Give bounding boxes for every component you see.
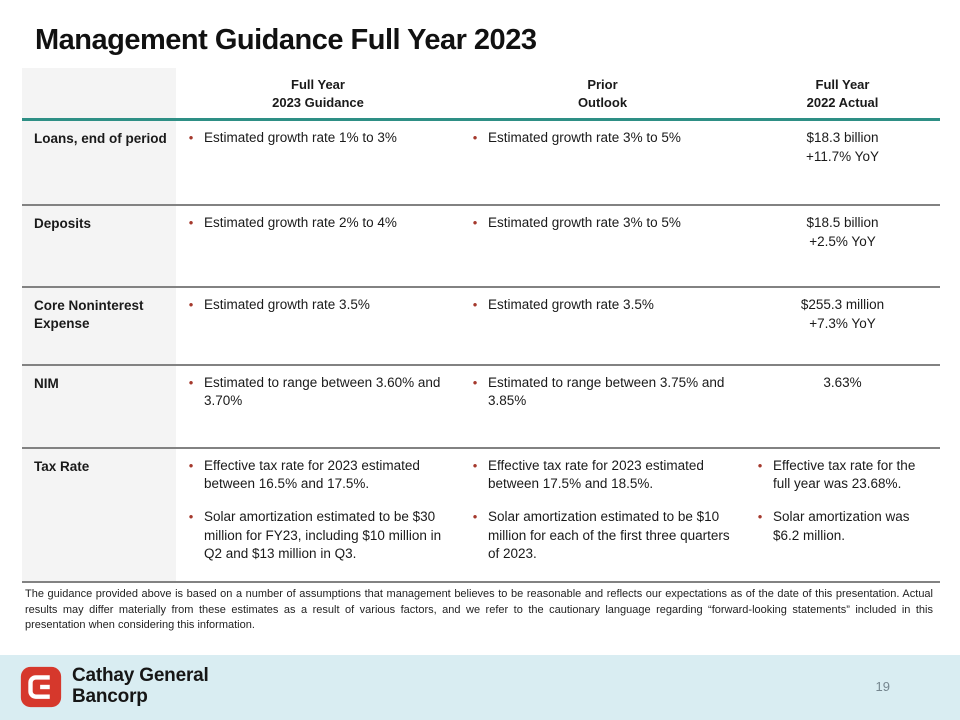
- bullet-text: Solar amortization estimated to be $30 m…: [204, 509, 442, 561]
- actual-cell: • Effective tax rate for the full year w…: [745, 449, 940, 581]
- bullet-item: • Solar amortization estimated to be $30…: [178, 508, 450, 563]
- bullet-item: • Estimated growth rate 3% to 5%: [462, 214, 735, 232]
- bullet-icon: •: [188, 509, 194, 525]
- bullet-text: Estimated growth rate 3% to 5%: [488, 215, 681, 230]
- bullet-item: • Effective tax rate for 2023 estimated …: [462, 457, 735, 493]
- bullet-text: Estimated growth rate 3.5%: [488, 297, 654, 312]
- bullet-item: • Estimated growth rate 1% to 3%: [178, 129, 450, 147]
- table-row-tax-rate: Tax Rate • Effective tax rate for 2023 e…: [22, 449, 940, 583]
- bullet-item: • Estimated growth rate 3.5%: [462, 296, 735, 314]
- page-title: Management Guidance Full Year 2023: [35, 24, 537, 56]
- table-row-loans: Loans, end of period • Estimated growth …: [22, 121, 940, 206]
- bullet-item: • Estimated growth rate 2% to 4%: [178, 214, 450, 232]
- bullet-text: Solar amortization was $6.2 million.: [773, 509, 910, 543]
- bullet-icon: •: [472, 130, 478, 145]
- bullet-text: Estimated growth rate 3.5%: [204, 297, 370, 312]
- bullet-icon: •: [472, 215, 478, 230]
- bullet-icon: •: [188, 375, 194, 390]
- header-empty-cell: [22, 68, 176, 118]
- bullet-text: Effective tax rate for the full year was…: [773, 458, 916, 492]
- table-row-nim: NIM • Estimated to range between 3.60% a…: [22, 366, 940, 449]
- guidance-cell: • Estimated to range between 3.60% and 3…: [176, 366, 460, 447]
- company-name: Cathay General Bancorp: [72, 665, 209, 707]
- prior-cell: • Estimated to range between 3.75% and 3…: [460, 366, 745, 447]
- bullet-item: • Effective tax rate for 2023 estimated …: [178, 457, 450, 493]
- column-header-2023-guidance: Full Year 2023 Guidance: [272, 77, 364, 110]
- bullet-icon: •: [472, 375, 478, 390]
- bullet-text: Estimated growth rate 3% to 5%: [488, 130, 681, 145]
- guidance-table: Full Year 2023 Guidance Prior Outlook Fu…: [22, 68, 940, 583]
- bullet-item: • Solar amortization was $6.2 million.: [747, 508, 930, 544]
- page-number: 19: [875, 679, 890, 694]
- prior-cell: • Effective tax rate for 2023 estimated …: [460, 449, 745, 581]
- prior-cell: • Estimated growth rate 3% to 5%: [460, 206, 745, 286]
- bullet-icon: •: [472, 297, 478, 312]
- bullet-item: • Effective tax rate for the full year w…: [747, 457, 930, 493]
- prior-cell: • Estimated growth rate 3.5%: [460, 288, 745, 364]
- bullet-text: Effective tax rate for 2023 estimated be…: [204, 458, 420, 492]
- bullet-icon: •: [188, 130, 194, 145]
- bullet-item: • Estimated to range between 3.60% and 3…: [178, 374, 450, 410]
- table-row-deposits: Deposits • Estimated growth rate 2% to 4…: [22, 206, 940, 288]
- bullet-icon: •: [472, 509, 478, 525]
- bullet-text: Estimated growth rate 2% to 4%: [204, 215, 397, 230]
- row-label: Deposits: [22, 206, 176, 286]
- bullet-icon: •: [757, 458, 763, 473]
- row-label: Core Noninterest Expense: [22, 288, 176, 364]
- bullet-icon: •: [757, 509, 763, 525]
- bullet-item: • Estimated growth rate 3.5%: [178, 296, 450, 314]
- bullet-icon: •: [188, 215, 194, 230]
- row-label: Loans, end of period: [22, 121, 176, 204]
- bullet-text: Solar amortization estimated to be $10 m…: [488, 509, 730, 561]
- column-header-prior-outlook: Prior Outlook: [577, 77, 628, 110]
- bullet-text: Estimated to range between 3.75% and 3.8…: [488, 375, 725, 409]
- disclaimer-footnote: The guidance provided above is based on …: [25, 588, 933, 632]
- bullet-text: Estimated to range between 3.60% and 3.7…: [204, 375, 441, 409]
- bullet-icon: •: [188, 458, 194, 473]
- guidance-cell: • Effective tax rate for 2023 estimated …: [176, 449, 460, 581]
- actual-cell: $18.5 billion +2.5% YoY: [806, 215, 879, 249]
- bullet-icon: •: [472, 458, 478, 473]
- row-label: Tax Rate: [22, 449, 176, 581]
- guidance-cell: • Estimated growth rate 2% to 4%: [176, 206, 460, 286]
- guidance-cell: • Estimated growth rate 1% to 3%: [176, 121, 460, 204]
- bullet-item: • Estimated to range between 3.75% and 3…: [462, 374, 735, 410]
- bullet-item: • Estimated growth rate 3% to 5%: [462, 129, 735, 147]
- table-row-core-noninterest-expense: Core Noninterest Expense • Estimated gro…: [22, 288, 940, 366]
- bullet-text: Effective tax rate for 2023 estimated be…: [488, 458, 704, 492]
- table-header-row: Full Year 2023 Guidance Prior Outlook Fu…: [22, 68, 940, 121]
- cathay-logo-icon: [20, 666, 62, 708]
- column-header-2022-actual: Full Year 2022 Actual: [806, 77, 879, 110]
- row-label: NIM: [22, 366, 176, 447]
- bullet-icon: •: [188, 297, 194, 312]
- actual-cell: $255.3 million +7.3% YoY: [800, 297, 885, 331]
- prior-cell: • Estimated growth rate 3% to 5%: [460, 121, 745, 204]
- bullet-text: Estimated growth rate 1% to 3%: [204, 130, 397, 145]
- bullet-item: • Solar amortization estimated to be $10…: [462, 508, 735, 563]
- actual-cell: $18.3 billion +11.7% YoY: [806, 130, 879, 164]
- actual-cell: 3.63%: [823, 375, 862, 390]
- footer-band: Cathay General Bancorp 19: [0, 655, 960, 720]
- guidance-cell: • Estimated growth rate 3.5%: [176, 288, 460, 364]
